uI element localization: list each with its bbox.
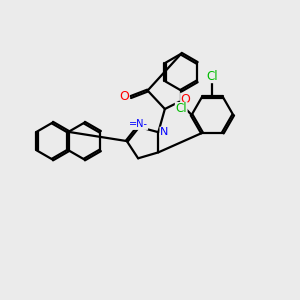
Text: N: N: [160, 127, 169, 137]
Text: O: O: [119, 90, 129, 103]
Text: =N-: =N-: [129, 119, 148, 129]
Text: Cl: Cl: [176, 103, 187, 116]
Text: O: O: [181, 93, 190, 106]
Text: Cl: Cl: [207, 70, 218, 83]
